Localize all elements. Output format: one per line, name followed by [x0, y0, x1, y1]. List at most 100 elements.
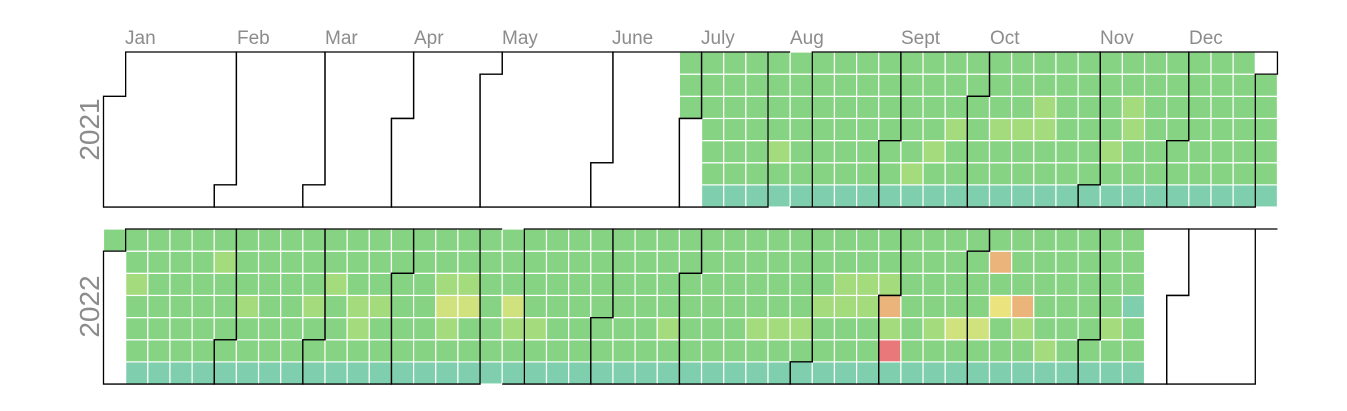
day-cell [235, 228, 260, 252]
day-cell [257, 317, 282, 341]
day-cell [1055, 140, 1079, 164]
day-cell [811, 51, 836, 75]
day-cell [324, 228, 348, 252]
day-cell [1232, 95, 1256, 120]
day-cell [745, 162, 769, 186]
day-cell [545, 228, 570, 252]
day-cell [745, 361, 769, 385]
day-cell [878, 250, 902, 274]
day-cell [1033, 162, 1057, 186]
day-cell [191, 339, 215, 363]
day-cell [1077, 140, 1101, 164]
day-cell [966, 51, 991, 75]
day-cell [235, 339, 260, 363]
day-cell [944, 184, 968, 208]
day-cell [545, 339, 570, 363]
day-cell [700, 250, 725, 274]
day-cell [900, 361, 924, 385]
day-cell [966, 339, 991, 363]
day-cell [988, 294, 1013, 319]
day-cell [833, 339, 858, 363]
day-cell [523, 272, 548, 297]
day-cell [811, 140, 836, 164]
day-cell [191, 317, 215, 341]
day-cell [1077, 228, 1101, 252]
day-cell [833, 162, 858, 186]
day-cell [811, 95, 836, 120]
day-cell [1166, 184, 1190, 208]
day-cell [169, 294, 193, 319]
day-cell [789, 140, 813, 164]
month-outline [479, 51, 614, 208]
day-cell [855, 250, 880, 274]
day-cell [1254, 140, 1279, 164]
year-label-2022: 2022 [74, 275, 105, 337]
day-cell [324, 317, 348, 341]
day-cell [523, 250, 548, 274]
day-cell [855, 162, 880, 186]
year-label-2021: 2021 [74, 98, 105, 160]
day-cell [612, 272, 636, 297]
day-cell [1011, 228, 1035, 252]
month-label-feb: Feb [237, 28, 270, 49]
day-cell [966, 361, 991, 385]
day-cell [1055, 95, 1079, 120]
day-cell [257, 339, 282, 363]
day-cell [1143, 73, 1168, 97]
day-cell [1077, 51, 1101, 75]
day-cell [1143, 117, 1168, 142]
day-cell [612, 228, 636, 252]
day-cell [656, 294, 680, 319]
day-cell [612, 361, 636, 385]
day-cell [1077, 250, 1101, 274]
day-cell [324, 361, 348, 385]
day-cell [1188, 140, 1212, 164]
day-cell [1210, 140, 1234, 164]
day-cell [1143, 162, 1168, 186]
month-outline [390, 51, 503, 208]
day-cell [1254, 162, 1279, 186]
day-cell [855, 95, 880, 120]
day-cell [568, 250, 592, 274]
month-label-july: July [701, 28, 735, 49]
day-cell [346, 361, 370, 385]
day-cell [1143, 184, 1168, 208]
day-cell [878, 140, 902, 164]
day-cell [922, 73, 946, 97]
day-cell [1210, 184, 1234, 208]
day-cell [811, 162, 836, 186]
day-cell [1033, 51, 1057, 75]
day-cell [700, 162, 725, 186]
day-cell [855, 73, 880, 97]
day-cell [988, 272, 1013, 297]
day-cell [656, 272, 680, 297]
day-cell [568, 272, 592, 297]
day-cell [346, 272, 370, 297]
day-cell [612, 294, 636, 319]
day-cell [678, 272, 703, 297]
day-cell [368, 339, 393, 363]
day-cell [435, 228, 459, 252]
day-cell [922, 317, 946, 341]
day-cell [1055, 73, 1079, 97]
day-cell [1099, 73, 1123, 97]
day-cell [1232, 162, 1256, 186]
day-cell [1188, 117, 1212, 142]
day-cell [1254, 73, 1279, 97]
day-cell [900, 117, 924, 142]
cells-2022 [102, 228, 1146, 385]
day-cell [1077, 339, 1101, 363]
day-cell [767, 272, 791, 297]
day-cell [1033, 228, 1057, 252]
day-cell [745, 339, 769, 363]
day-cell [1210, 73, 1234, 97]
month-outline [102, 51, 238, 208]
day-cell [678, 339, 703, 363]
day-cell [346, 339, 370, 363]
day-cell [811, 117, 836, 142]
day-cell [1232, 184, 1256, 208]
day-cell [501, 228, 525, 252]
day-cell [811, 272, 836, 297]
day-cell [811, 73, 836, 97]
day-cell [523, 317, 548, 341]
